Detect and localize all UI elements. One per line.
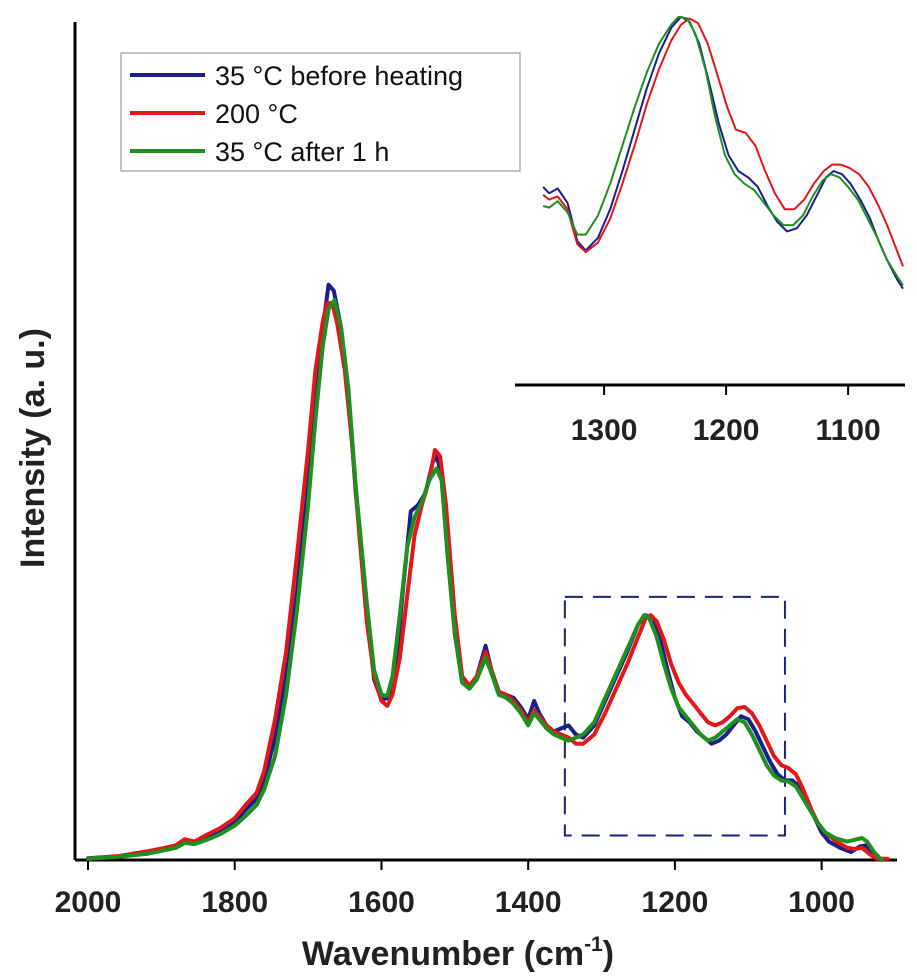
y-axis-title: Intensity (a. u.) <box>14 328 52 568</box>
x-tick-label: 2000 <box>55 886 122 919</box>
legend-label-35-c-before-heating: 35 °C before heating <box>215 61 463 91</box>
inset-series-line-200-c <box>542 17 904 267</box>
x-tick-label: 1600 <box>348 886 415 919</box>
main-series-group <box>86 282 890 862</box>
series-line-35-c-before-heating <box>86 282 884 862</box>
inset-series-line-35-c-before-heating <box>542 15 904 290</box>
x-axis-ticks: 2000 1800 1600 1400 1200 1000 <box>55 860 855 919</box>
legend-label-35-c-after-1-h: 35 °C after 1 h <box>215 137 389 167</box>
legend-label-200-c: 200 °C <box>215 99 298 129</box>
inset-x-axis-ticks: 1300 1200 1100 <box>571 385 881 447</box>
series-line-35-c-after-1-h <box>86 298 884 862</box>
x-tick-label: 1000 <box>788 886 855 919</box>
inset-x-tick-label: 1100 <box>816 414 881 447</box>
dashed-box <box>563 595 786 837</box>
x-tick-label: 1200 <box>642 886 709 919</box>
x-axis-title: Wavenumber (cm-1) <box>302 933 614 973</box>
inset-x-tick-label: 1200 <box>693 414 760 447</box>
inset-series-line-35-c-after-1-h <box>542 15 904 287</box>
dashed-box-annotation <box>563 595 786 837</box>
inset-x-tick-label: 1300 <box>571 414 638 447</box>
legend: 35 °C before heating 200 °C 35 °C after 1 … <box>120 52 521 172</box>
inset-series-group <box>542 15 904 290</box>
x-tick-label: 1800 <box>201 886 268 919</box>
inset-plot: 1300 1200 1100 <box>515 15 905 447</box>
x-tick-label: 1400 <box>495 886 562 919</box>
main-plot: 2000 1800 1600 1400 1200 1000 Wavenumber (cm-… <box>14 22 897 973</box>
